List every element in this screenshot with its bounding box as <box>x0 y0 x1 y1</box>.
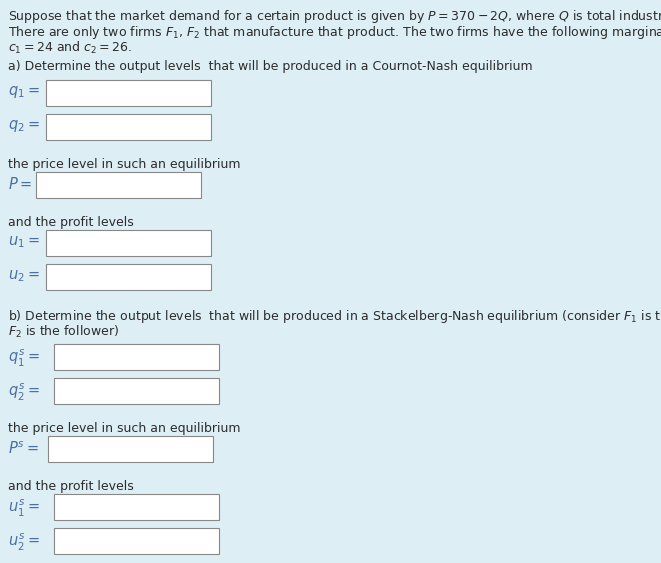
Text: a) Determine the output levels  that will be produced in a Cournot-Nash equilibr: a) Determine the output levels that will… <box>8 60 533 73</box>
Bar <box>54 494 219 520</box>
Bar <box>54 528 219 554</box>
Text: $q_1^s =$: $q_1^s =$ <box>8 348 40 369</box>
Bar <box>48 436 213 462</box>
Text: $u_1 =$: $u_1 =$ <box>8 234 40 250</box>
Text: $q_2^s =$: $q_2^s =$ <box>8 382 40 403</box>
Text: the price level in such an equilibrium: the price level in such an equilibrium <box>8 422 241 435</box>
Text: $q_1 =$: $q_1 =$ <box>8 84 40 100</box>
Text: Suppose that the market demand for a certain product is given by $P = 370 - 2Q$,: Suppose that the market demand for a cer… <box>8 8 661 25</box>
Text: $P=$: $P=$ <box>8 176 32 192</box>
Bar <box>36 172 201 198</box>
Text: $F_2$ is the follower): $F_2$ is the follower) <box>8 324 119 340</box>
Text: There are only two firms $F_1$, $F_2$ that manufacture that product. The two fir: There are only two firms $F_1$, $F_2$ th… <box>8 24 661 41</box>
Text: $u_1^s =$: $u_1^s =$ <box>8 498 40 519</box>
Bar <box>46 230 211 256</box>
Bar <box>54 378 219 404</box>
Bar <box>46 264 211 290</box>
Text: $u_2^s =$: $u_2^s =$ <box>8 532 40 553</box>
Text: $P^s=$: $P^s=$ <box>8 440 39 457</box>
Text: the price level in such an equilibrium: the price level in such an equilibrium <box>8 158 241 171</box>
Bar <box>46 114 211 140</box>
Text: $c_1 = 24$ and $c_2 = 26$.: $c_1 = 24$ and $c_2 = 26$. <box>8 40 132 56</box>
Text: b) Determine the output levels  that will be produced in a Stackelberg-Nash equi: b) Determine the output levels that will… <box>8 308 661 325</box>
Text: and the profit levels: and the profit levels <box>8 216 134 229</box>
Bar <box>46 80 211 106</box>
Text: and the profit levels: and the profit levels <box>8 480 134 493</box>
Text: $u_2 =$: $u_2 =$ <box>8 268 40 284</box>
Text: $q_2 =$: $q_2 =$ <box>8 118 40 134</box>
Bar <box>54 344 219 370</box>
